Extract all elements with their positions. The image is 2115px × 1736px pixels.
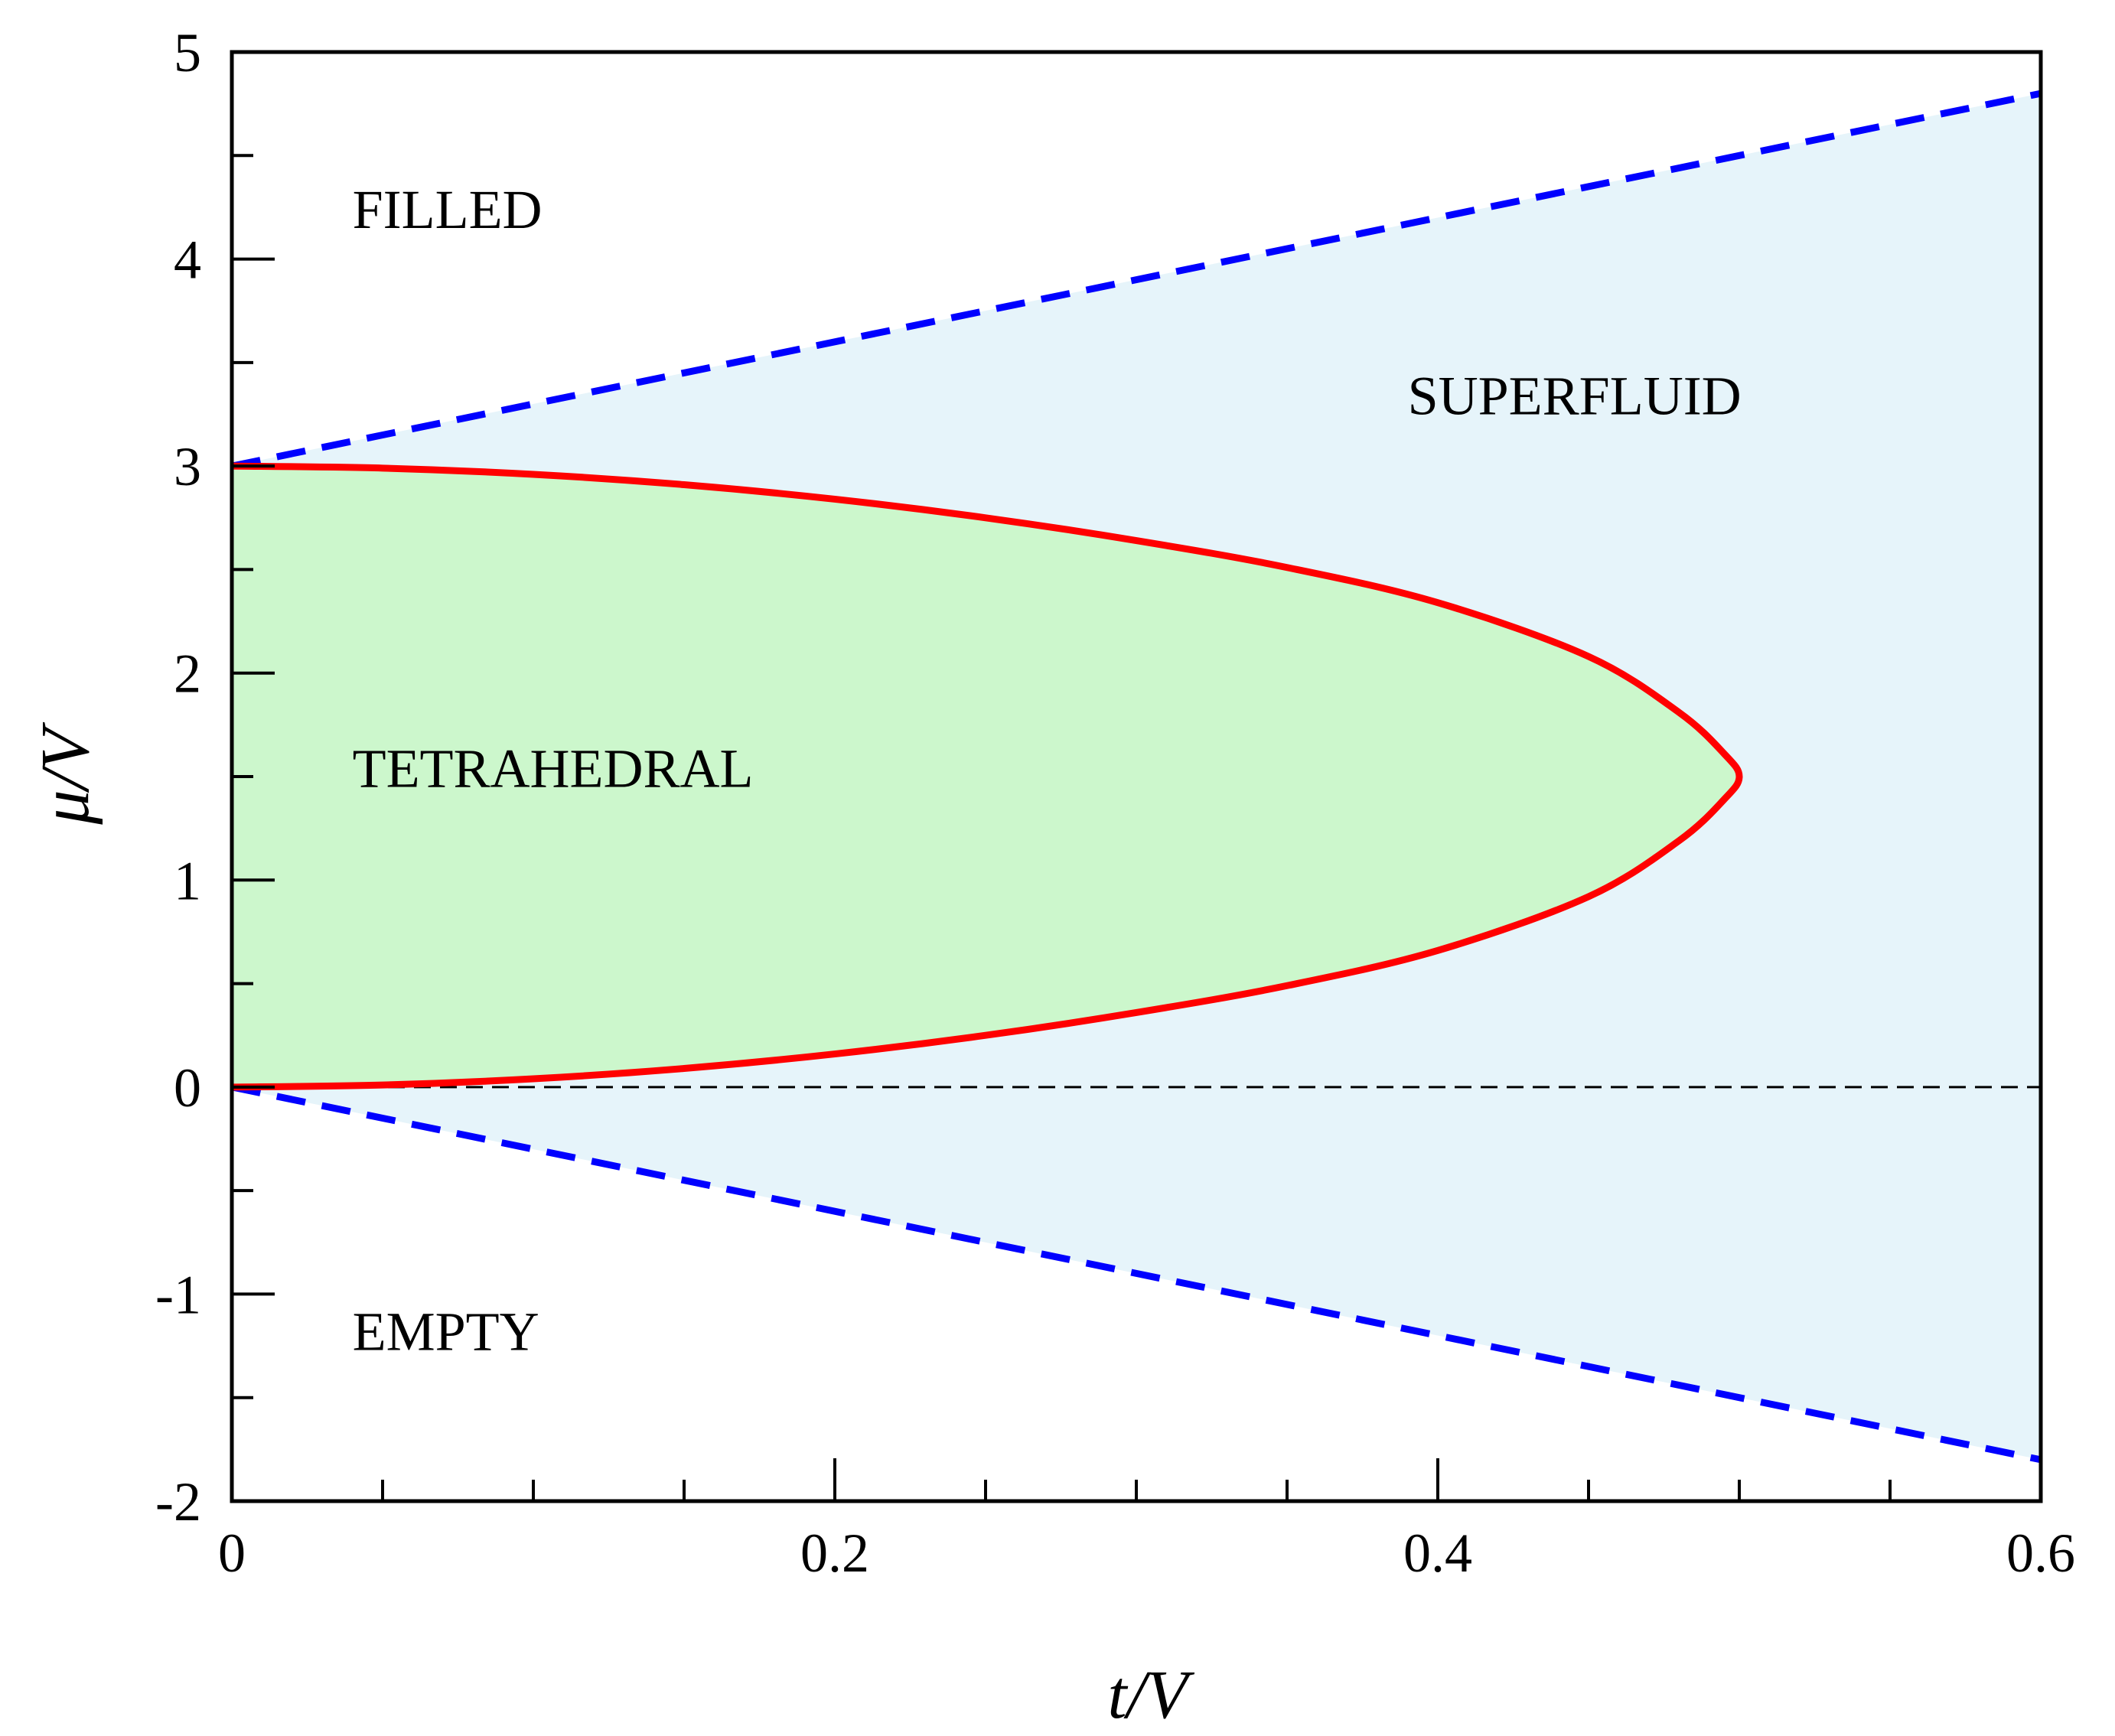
x-tick-label: 0.6 [2006,1523,2075,1584]
regions-layer [232,93,2041,1460]
tetrahedral-boundary-curve [231,462,1743,1091]
region-label-filled: FILLED [353,179,543,240]
x-axis-title: t/V [1108,1657,1195,1733]
x-tick-label: 0 [218,1523,246,1584]
y-tick-label: 4 [174,230,201,291]
y-axis-title: μ/V [28,721,103,825]
ticks-layer [230,50,2042,1503]
y-tick-label: 5 [174,22,201,83]
x-tick-label: 0.4 [1403,1523,1472,1584]
upper-boundary-line [231,90,2042,470]
tick-labels-layer: 0 0.2 0.4 0.6 -2 -1 0 1 2 3 4 5 [155,22,2075,1584]
region-labels-layer: FILLED SUPERFLUID TETRAHEDRAL EMPTY [353,179,1742,1362]
y-tick-label: -2 [155,1471,201,1532]
tetrahedral-region [232,466,1739,1087]
y-tick-label: 3 [174,436,201,497]
y-tick-label: 2 [174,643,201,705]
y-tick-label: 1 [174,850,201,911]
series-layer [231,90,2042,1464]
y-tick-label: 0 [174,1057,201,1119]
lower-boundary-line [231,1083,2042,1464]
region-label-superfluid: SUPERFLUID [1408,366,1742,427]
y-tick-label: -1 [155,1264,201,1325]
region-label-empty: EMPTY [353,1301,539,1362]
region-label-tetrahedral: TETRAHEDRAL [353,738,754,800]
x-tick-label: 0.2 [800,1523,869,1584]
